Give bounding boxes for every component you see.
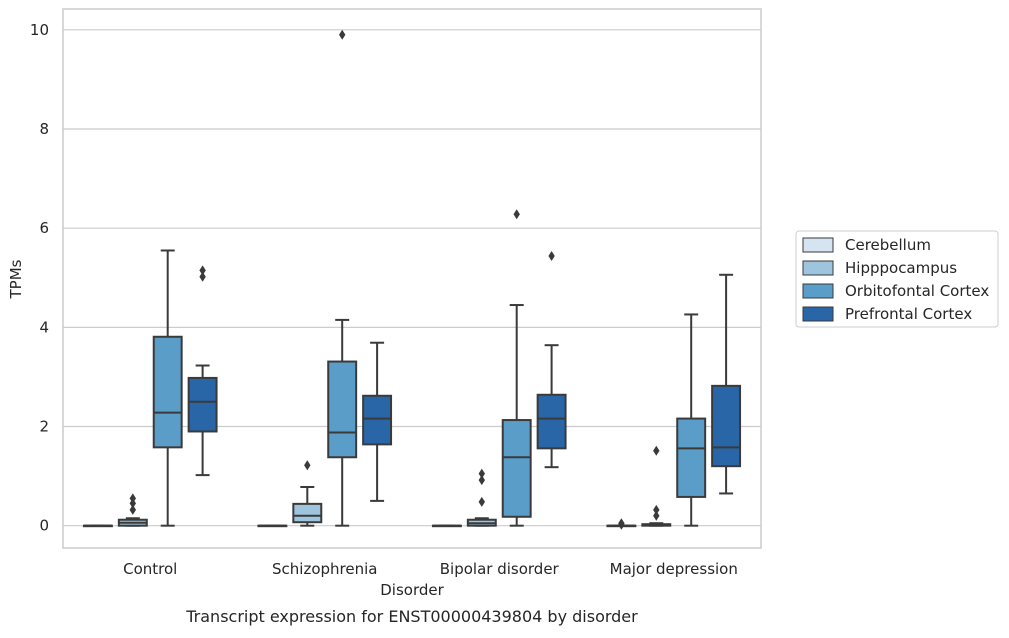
y-tick-label: 4 bbox=[39, 318, 49, 336]
box-cerebellum-bipolar-disorder bbox=[431, 524, 462, 528]
outlier-point bbox=[478, 496, 485, 507]
outlier-point bbox=[653, 445, 660, 456]
box-hipppocampus-control bbox=[117, 493, 148, 527]
box-prefrontal-cortex-major-depression bbox=[711, 273, 742, 495]
iqr-box bbox=[362, 394, 393, 446]
y-tick-label: 6 bbox=[39, 219, 49, 237]
iqr-box bbox=[711, 384, 742, 468]
iqr-box bbox=[327, 360, 358, 459]
box-cerebellum-major-depression bbox=[606, 518, 637, 530]
y-tick-label: 8 bbox=[39, 120, 49, 138]
box-hipppocampus-bipolar-disorder bbox=[466, 468, 497, 527]
box-orbitofontal-cortex-schizophrenia bbox=[327, 29, 358, 527]
chart-caption: Transcript expression for ENST0000043980… bbox=[185, 607, 638, 626]
outlier-point bbox=[304, 460, 311, 471]
y-tick-label: 0 bbox=[39, 517, 49, 535]
legend-label: Orbitofontal Cortex bbox=[845, 282, 989, 300]
outlier-point bbox=[478, 468, 485, 479]
iqr-box bbox=[152, 335, 183, 449]
legend-label: Hipppocampus bbox=[845, 259, 957, 277]
box-hipppocampus-schizophrenia bbox=[292, 460, 323, 527]
legend-swatch bbox=[802, 237, 834, 253]
outlier-point bbox=[653, 510, 660, 521]
boxes-layer bbox=[82, 29, 742, 530]
outlier-point bbox=[478, 475, 485, 486]
outlier-point bbox=[548, 250, 555, 261]
iqr-box bbox=[536, 393, 567, 450]
box-orbitofontal-cortex-bipolar-disorder bbox=[501, 209, 532, 527]
box-hipppocampus-major-depression bbox=[641, 445, 672, 527]
y-tick-labels: 0 2 4 6 8 10 bbox=[30, 21, 49, 535]
x-tick-label: Schizophrenia bbox=[272, 560, 377, 578]
legend-label: Prefrontal Cortex bbox=[845, 305, 972, 323]
y-tick-label: 10 bbox=[30, 21, 49, 39]
legend-swatch bbox=[802, 306, 834, 322]
x-tick-label: Major depression bbox=[610, 560, 738, 578]
plot-frame bbox=[62, 8, 762, 549]
outlier-point bbox=[618, 519, 625, 530]
box-cerebellum-control bbox=[82, 524, 113, 528]
y-axis-label: TPMs bbox=[7, 259, 25, 299]
iqr-box bbox=[676, 417, 707, 498]
legend-frame bbox=[795, 230, 999, 328]
legend-items: Cerebellum Hipppocampus Orbitofontal Corte… bbox=[802, 236, 989, 323]
outlier-point bbox=[129, 504, 136, 515]
legend: Cerebellum Hipppocampus Orbitofontal Corte… bbox=[795, 230, 999, 328]
outlier-point bbox=[339, 29, 346, 40]
x-axis-label: Disorder bbox=[380, 581, 444, 599]
legend-label: Cerebellum bbox=[845, 236, 931, 254]
iqr-box bbox=[292, 502, 323, 524]
outlier-point bbox=[199, 265, 206, 276]
box-prefrontal-cortex-control bbox=[187, 265, 218, 477]
box-prefrontal-cortex-schizophrenia bbox=[362, 341, 393, 502]
iqr-box bbox=[187, 376, 218, 433]
y-tick-label: 2 bbox=[39, 418, 49, 436]
box-orbitofontal-cortex-major-depression bbox=[676, 313, 707, 527]
outlier-point bbox=[653, 504, 660, 515]
x-tick-labels: Control Schizophrenia Bipolar disorder Majo… bbox=[123, 560, 738, 578]
outlier-point bbox=[199, 271, 206, 282]
legend-swatch bbox=[802, 260, 834, 276]
x-tick-label: Bipolar disorder bbox=[440, 560, 560, 578]
box-prefrontal-cortex-bipolar-disorder bbox=[536, 250, 567, 469]
outlier-point bbox=[129, 498, 136, 509]
box-orbitofontal-cortex-control bbox=[152, 249, 183, 527]
box-cerebellum-schizophrenia bbox=[257, 524, 288, 528]
legend-swatch bbox=[802, 283, 834, 299]
x-tick-label: Control bbox=[123, 560, 177, 578]
iqr-box bbox=[501, 419, 532, 518]
outlier-point bbox=[513, 209, 520, 220]
